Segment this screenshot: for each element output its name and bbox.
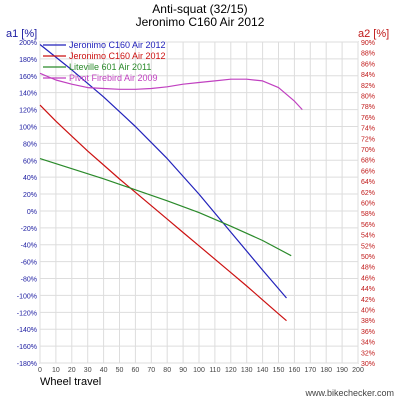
- x-tick-label: 130: [241, 367, 253, 374]
- y-right-tick-label: 56%: [361, 222, 375, 229]
- x-tick-label: 120: [225, 367, 237, 374]
- y-right-tick-label: 46%: [361, 275, 375, 282]
- y-right-tick-label: 78%: [361, 104, 375, 111]
- y-right-tick-label: 74%: [361, 126, 375, 133]
- y-right-tick-label: 50%: [361, 254, 375, 261]
- y-right-tick-label: 72%: [361, 136, 375, 143]
- x-tick-label: 20: [68, 367, 76, 374]
- x-tick-label: 160: [289, 367, 301, 374]
- y-right-tick-label: 66%: [361, 168, 375, 175]
- y-right-tick-label: 42%: [361, 297, 375, 304]
- y-right-tick-label: 84%: [361, 72, 375, 79]
- x-tick-label: 100: [193, 367, 205, 374]
- y-left-tick-label: 80%: [23, 141, 37, 148]
- y-left-tick-label: -100%: [17, 293, 37, 300]
- y-left-tick-label: 40%: [23, 175, 37, 182]
- y-right-tick-label: 52%: [361, 243, 375, 250]
- y-right-tick-label: 62%: [361, 190, 375, 197]
- x-tick-label: 110: [209, 367, 220, 374]
- x-tick-label: 200: [352, 367, 364, 374]
- y-right-tick-label: 90%: [361, 40, 375, 47]
- y-left-tick-label: 180%: [19, 57, 37, 64]
- legend-label-1: Jeronimo C160 Air 2012: [69, 40, 166, 50]
- series-line-4: [39, 72, 303, 111]
- legend-label-3: Liteville 601 Air 2011: [69, 62, 151, 72]
- y-right-tick-label: 38%: [361, 318, 375, 325]
- y-left-tick-label: -140%: [17, 327, 37, 334]
- x-tick-label: 50: [116, 367, 124, 374]
- y-left-tick-label: 160%: [19, 74, 37, 81]
- watermark: www.bikechecker.com: [304, 388, 394, 398]
- series-line-3: [39, 158, 292, 257]
- left-axis-label: a1 [%]: [6, 28, 37, 40]
- y-right-tick-label: 44%: [361, 286, 375, 293]
- y-right-tick-label: 64%: [361, 179, 375, 186]
- x-tick-label: 40: [100, 367, 108, 374]
- y-right-tick-label: 80%: [361, 94, 375, 101]
- x-tick-label: 0: [38, 367, 42, 374]
- y-right-tick-label: 32%: [361, 350, 375, 357]
- y-right-tick-label: 58%: [361, 211, 375, 218]
- y-left-tick-label: 0%: [27, 209, 37, 216]
- y-left-tick-label: 120%: [19, 108, 37, 115]
- y-left-tick-label: -160%: [17, 344, 37, 351]
- y-right-tick-label: 86%: [361, 61, 375, 68]
- right-axis-label: a2 [%]: [358, 28, 389, 40]
- x-tick-label: 180: [320, 367, 332, 374]
- y-left-tick-label: 140%: [19, 91, 37, 98]
- x-axis-label: Wheel travel: [40, 376, 101, 388]
- chart-title: Anti-squat (32/15): [152, 2, 247, 16]
- x-tick-label: 70: [147, 367, 155, 374]
- y-left-tick-label: 20%: [23, 192, 37, 199]
- x-tick-label: 10: [52, 367, 60, 374]
- y-right-tick-label: 34%: [361, 340, 375, 347]
- series-lines: [39, 44, 303, 322]
- x-tick-label: 30: [84, 367, 92, 374]
- x-tick-label: 90: [179, 367, 187, 374]
- y-left-tick-label: 100%: [19, 124, 37, 131]
- y-right-tick-label: 82%: [361, 83, 375, 90]
- legend-label-4: Pivot Firebird Air 2009: [69, 73, 158, 83]
- y-left-tick-label: -60%: [21, 260, 37, 267]
- y-right-tick-label: 40%: [361, 308, 375, 315]
- y-left-tick-label: 200%: [19, 40, 37, 47]
- y-left-tick-label: -40%: [21, 243, 37, 250]
- x-tick-label: 150: [273, 367, 285, 374]
- x-tick-label: 190: [336, 367, 348, 374]
- series-line-2: [39, 104, 287, 322]
- y-right-tick-label: 70%: [361, 147, 375, 154]
- x-tick-label: 60: [132, 367, 140, 374]
- y-left-tick-label: 60%: [23, 158, 37, 165]
- y-left-tick-label: -20%: [21, 226, 37, 233]
- grid: [39, 41, 359, 364]
- y-right-tick-label: 30%: [361, 361, 375, 368]
- x-tick-label: 140: [257, 367, 269, 374]
- x-tick-label: 170: [304, 367, 316, 374]
- y-right-tick-label: 68%: [361, 158, 375, 165]
- y-left-tick-label: -80%: [21, 277, 37, 284]
- y-right-tick-label: 36%: [361, 329, 375, 336]
- y-right-tick-label: 60%: [361, 201, 375, 208]
- x-tick-label: 80: [163, 367, 171, 374]
- tick-labels: 200% 180% 160% 140% 120% 100% 80% 60% 40% 20% 0% -2…: [17, 40, 375, 374]
- chart-subtitle: Jeronimo C160 Air 2012: [136, 15, 265, 29]
- legend-label-2: Jeronimo C160 Air 2012: [69, 51, 166, 61]
- y-right-tick-label: 76%: [361, 115, 375, 122]
- y-right-tick-label: 54%: [361, 233, 375, 240]
- y-left-tick-label: -120%: [17, 310, 37, 317]
- y-right-tick-label: 88%: [361, 51, 375, 58]
- series-line-1: [39, 44, 287, 299]
- y-right-tick-label: 48%: [361, 265, 375, 272]
- y-left-tick-label: -180%: [17, 361, 37, 368]
